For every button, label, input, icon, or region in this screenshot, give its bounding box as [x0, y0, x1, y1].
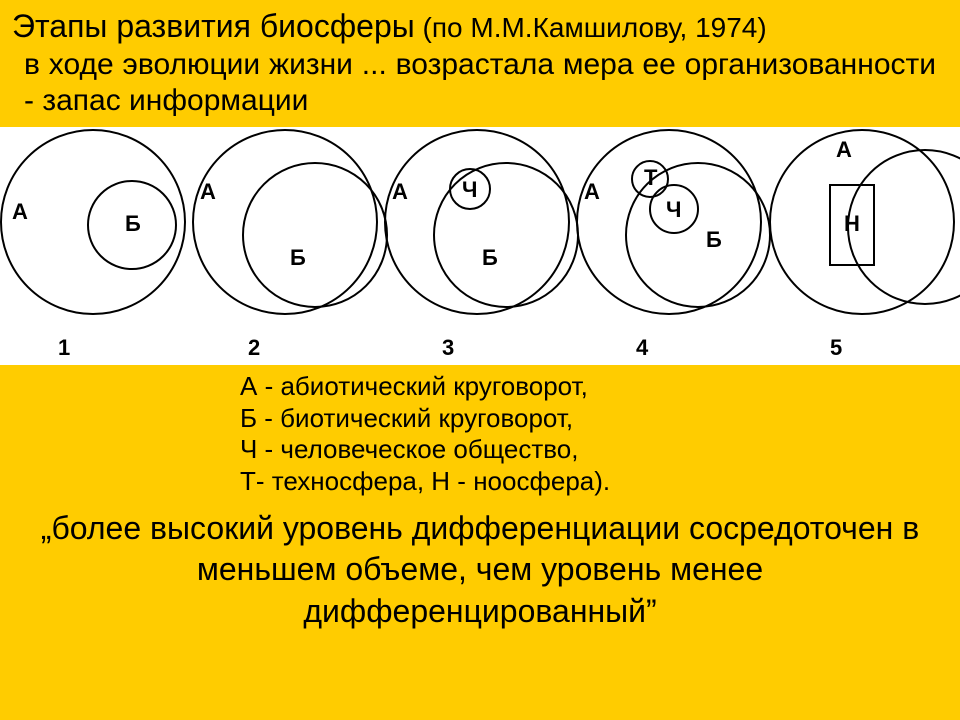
legend-block: А - абиотический круговорот, Б - биотиче…: [0, 365, 960, 508]
title-main: Этапы развития биосферы: [12, 8, 415, 44]
page-title: Этапы развития биосферы (по М.М.Камшилов…: [0, 0, 960, 45]
svg-text:А: А: [392, 179, 408, 204]
svg-text:Б: Б: [125, 211, 141, 236]
svg-text:А: А: [200, 179, 216, 204]
diagram-svg: АБ1АБ2АБЧ3АБЧТ4АН5: [0, 127, 960, 365]
title-paren: (по М.М.Камшилову, 1974): [415, 12, 767, 43]
legend-line: А - абиотический круговорот,: [240, 371, 960, 403]
svg-text:1: 1: [58, 335, 70, 360]
svg-text:А: А: [836, 137, 852, 162]
diagram-strip: АБ1АБ2АБЧ3АБЧТ4АН5: [0, 127, 960, 365]
svg-text:Ч: Ч: [666, 197, 681, 222]
subtitle-text: в ходе эволюции жизни ... возрастала мер…: [0, 45, 960, 127]
svg-text:Н: Н: [844, 211, 860, 236]
svg-text:Ч: Ч: [462, 177, 477, 202]
quote-text: „более высокий уровень дифференциации со…: [0, 508, 960, 633]
legend-line: Т- техносфера, Н - ноосфера).: [240, 466, 960, 498]
svg-text:4: 4: [636, 335, 649, 360]
svg-text:Т: Т: [644, 165, 658, 190]
svg-text:2: 2: [248, 335, 260, 360]
svg-text:Б: Б: [290, 245, 306, 270]
svg-text:Б: Б: [706, 227, 722, 252]
svg-text:А: А: [12, 199, 28, 224]
svg-text:А: А: [584, 179, 600, 204]
svg-text:3: 3: [442, 335, 454, 360]
legend-line: Ч - человеческое общество,: [240, 434, 960, 466]
legend-line: Б - биотический круговорот,: [240, 403, 960, 435]
svg-text:5: 5: [830, 335, 842, 360]
svg-text:Б: Б: [482, 245, 498, 270]
